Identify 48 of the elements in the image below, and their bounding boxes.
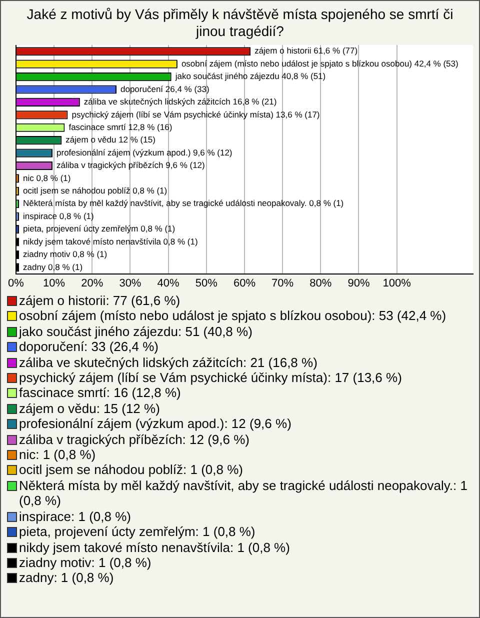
text: jako součást jiného zájezdu: 51 (40,8 %) <box>19 324 252 340</box>
category-label: zadny 0,8 % (1) <box>22 262 83 272</box>
category-label: profesionální zájem (výzkum apod.) 9,6 % (12) <box>56 147 232 158</box>
category-label: zájem o historii 61,6 % (77) <box>254 46 358 56</box>
text: zájem o vědu: 15 (12 %) <box>19 400 160 416</box>
text: profesionální zájem (výzkum apod.): 12 (9,6 %) <box>19 416 292 432</box>
category-label: ocitl jsem se náhodou poblíž 0,8 % (1) <box>22 186 168 196</box>
text: ocitl jsem se náhodou poblíž: 1 (0,8 %) <box>19 462 244 478</box>
category-label: záliba ve skutečných lidských zážitcích 16,8 % (21) <box>84 96 277 107</box>
text: záliba v tragických příbězích: 12 (9,6 %) <box>19 432 250 448</box>
text: Některá místa by měl každý navštívit, aby se tragické události neopakovaly.: 1 (0,8 %) <box>19 478 468 509</box>
category-label: psychický zájem (líbí se Vám psychické účinky místa) 13,6 % (17) <box>72 109 320 120</box>
category-label: nikdy jsem takové místo nenavštívila 0,8 % (1) <box>22 236 198 246</box>
text: osobní zájem (místo nebo událost je spjato s blízkou osobou): 53 (42,4 %) <box>19 308 446 324</box>
x-tick-label: 30% <box>119 277 142 290</box>
x-tick-label: 20% <box>81 277 104 290</box>
text: inspirace: 1 (0,8 %) <box>19 508 131 524</box>
x-tick-label: 90% <box>348 277 370 290</box>
category-label: nic 0,8 % (1) <box>22 172 71 183</box>
x-tick-label: 40% <box>157 277 180 290</box>
category-label: zájem o vědu 12 % (15) <box>66 134 156 145</box>
category-label: ziadny motiv 0,8 % (1) <box>22 249 108 260</box>
text: pieta, projevení úcty zemřelým: 1 (0,8 %) <box>19 524 256 540</box>
text: ziadny motiv: 1 (0,8 %) <box>19 554 152 570</box>
category-label: fascinace smrtí 12,8 % (16) <box>68 122 172 132</box>
text: nic: 1 (0,8 %) <box>19 447 96 462</box>
category-label: jako součást jiného zájezdu 40,8 % (51) <box>175 71 326 82</box>
category-label: pieta, projevení úcty zemřelým 0,8 % (1) <box>22 224 176 234</box>
x-tick-label: 0% <box>8 277 24 290</box>
chart-title: Jaké z motivů by Vás přiměly k návštěvě místa spojeného se smrtí či jinou tragédií? <box>26 5 454 40</box>
category-label: záliba v tragických příbězích 9,6 % (12) <box>56 160 205 170</box>
x-tick-label: 100% <box>382 277 412 290</box>
text: fascinace smrtí: 16 (12,8 %) <box>19 385 181 401</box>
text: zadny: 1 (0,8 %) <box>19 570 114 586</box>
x-tick-label: 70% <box>272 277 294 290</box>
x-tick-label: 50% <box>195 277 218 290</box>
category-label: Některá místa by měl každý navštívit, aby se tragické události neopakovaly. 0,8 % (1) <box>22 198 344 208</box>
x-tick-label: 80% <box>310 277 332 290</box>
text: doporučení: 33 (26,4 %) <box>19 339 158 355</box>
text: záliba ve skutečných lidských zážitcích: 21 (16,8 %) <box>19 354 318 370</box>
x-tick-label: 10% <box>43 277 66 290</box>
category-label: osobní zájem (místo nebo událost je spjato s blízkou osobou) 42,4 % (53) <box>181 58 458 68</box>
text: zájem o historii: 77 (61,6 %) <box>19 293 180 308</box>
text: psychický zájem (líbí se Vám psychické účinky místa): 17 (13,6 %) <box>19 370 402 386</box>
text: nikdy jsem takové místo nenavštívila: 1 (0,8 %) <box>19 540 290 555</box>
x-tick-label: 60% <box>233 277 256 290</box>
category-label: doporučení 26,4 % (33) <box>120 84 210 94</box>
category-label: inspirace 0,8 % (1) <box>22 210 94 221</box>
